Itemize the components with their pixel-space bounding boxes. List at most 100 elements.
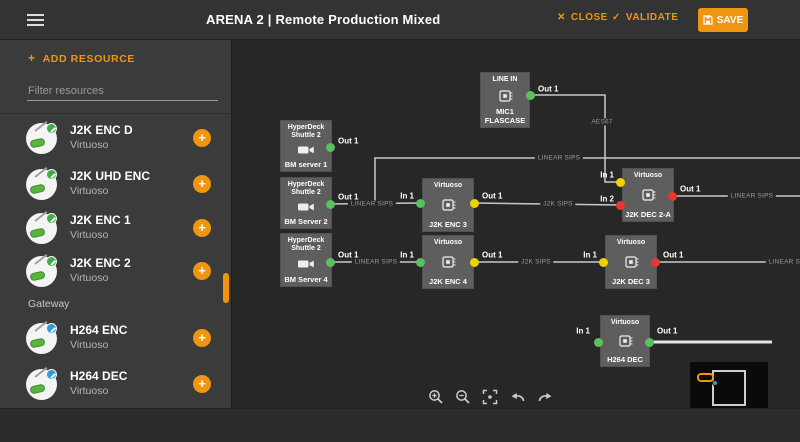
flow-canvas[interactable]: AES67 LINEAR SIPS LINEAR SIPS J2K SIPS L…	[232, 40, 800, 408]
node-bm-server-2[interactable]: HyperDeck Shuttle 2 BM Server 2	[280, 177, 332, 229]
node-bm-server-4[interactable]: HyperDeck Shuttle 2 BM Server 4	[280, 233, 332, 287]
status-badge-icon	[46, 256, 57, 267]
resource-item[interactable]: J2K ENC D Virtuoso +	[0, 118, 221, 162]
divider	[0, 113, 232, 114]
device-avatar	[26, 120, 57, 154]
resource-subtitle: Virtuoso	[70, 339, 109, 351]
resource-item[interactable]: J2K UHD ENC Virtuoso +	[0, 164, 221, 208]
node-bm-server-1[interactable]: HyperDeck Shuttle 2 BM server 1	[280, 120, 332, 172]
port-label: In 1	[600, 170, 614, 180]
port-label: Out 1	[338, 136, 359, 146]
chip-icon	[442, 199, 456, 211]
node-j2k-enc-3[interactable]: Virtuoso J2K ENC 3	[422, 178, 474, 232]
page-title: ARENA 2 | Remote Production Mixed	[206, 12, 441, 27]
node-h264-dec[interactable]: Virtuoso H264 DEC	[600, 315, 650, 367]
sidebar-scrollbar-thumb[interactable]	[223, 273, 229, 303]
fit-to-screen-button[interactable]	[482, 389, 498, 405]
close-button[interactable]: ✕ CLOSE	[557, 12, 608, 23]
node-name-label: J2K DEC 3	[612, 276, 650, 286]
close-icon: ✕	[557, 12, 566, 23]
resource-item[interactable]: H264 ENC Virtuoso +	[0, 318, 221, 362]
node-type-label: Virtuoso	[610, 319, 640, 326]
port-out-mic1[interactable]	[525, 90, 535, 100]
port-label: Out 1	[680, 184, 701, 194]
port-out-bm2[interactable]	[325, 199, 335, 209]
minimap-node-icon	[697, 373, 714, 382]
port-label: Out 1	[482, 250, 503, 260]
wire-label: LINEAR SIPS	[347, 200, 397, 208]
camera-icon	[298, 260, 314, 268]
port-in-enc4[interactable]	[415, 257, 425, 267]
wire-trunk-linear-sips	[374, 157, 800, 204]
resource-subtitle: Virtuoso	[70, 272, 109, 284]
node-j2k-enc-4[interactable]: Virtuoso J2K ENC 4	[422, 235, 474, 289]
port-out-enc3[interactable]	[469, 198, 479, 208]
resource-item[interactable]: J2K ENC 2 Virtuoso +	[0, 251, 221, 295]
port-in-dec3[interactable]	[598, 257, 608, 267]
node-type-label: LINE IN	[492, 76, 518, 83]
undo-button[interactable]	[509, 391, 526, 404]
minimap-viewport[interactable]	[712, 370, 746, 406]
add-to-canvas-button[interactable]: +	[193, 329, 211, 347]
wire-label: LINEAR SIPS	[351, 258, 401, 266]
zoom-out-button[interactable]	[455, 389, 471, 405]
zoom-in-button[interactable]	[428, 389, 444, 405]
redo-button[interactable]	[537, 391, 554, 404]
resource-name: H264 DEC	[70, 369, 128, 383]
status-bar: VIDEOIPATH Connect Panel Flow [ main ] 1…	[0, 408, 800, 442]
add-to-canvas-button[interactable]: +	[193, 262, 211, 280]
node-type-label: Virtuoso	[616, 239, 646, 246]
port-in1-dec2a[interactable]	[615, 177, 625, 187]
node-name-label: BM Server 2	[284, 216, 328, 226]
node-name-label: BM server 1	[284, 159, 328, 169]
port-out-bm4[interactable]	[325, 257, 335, 267]
canvas-toolbar	[428, 389, 554, 405]
status-badge-icon	[46, 123, 57, 134]
add-to-canvas-button[interactable]: +	[193, 175, 211, 193]
port-in-h264dec[interactable]	[593, 337, 603, 347]
device-avatar	[26, 166, 57, 200]
status-badge-icon	[46, 323, 57, 334]
port-out-bm1[interactable]	[325, 142, 335, 152]
wire-label: LINEAR SIPS	[765, 258, 800, 266]
add-resource-button[interactable]: + ADD RESOURCE	[28, 51, 135, 65]
wire-label: J2K SIPS	[518, 258, 554, 266]
port-out-h264dec[interactable]	[644, 337, 654, 347]
validate-button[interactable]: ✓ VALIDATE	[612, 12, 679, 23]
resource-item[interactable]: H264 DEC Virtuoso +	[0, 364, 221, 408]
node-j2k-dec-3[interactable]: Virtuoso J2K DEC 3	[605, 235, 657, 289]
port-label: Out 1	[538, 84, 559, 94]
chip-icon	[625, 256, 639, 268]
chip-icon	[499, 90, 513, 102]
add-to-canvas-button[interactable]: +	[193, 129, 211, 147]
add-to-canvas-button[interactable]: +	[193, 375, 211, 393]
node-j2k-dec-2a[interactable]: Virtuoso J2K DEC 2-A	[622, 168, 674, 222]
resource-item[interactable]: J2K ENC 1 Virtuoso +	[0, 208, 221, 252]
save-button[interactable]: SAVE	[698, 8, 748, 32]
port-in-enc3[interactable]	[415, 198, 425, 208]
node-name-label: J2K DEC 2-A	[625, 209, 671, 219]
node-type-label: HyperDeck Shuttle 2	[287, 181, 325, 197]
port-label: In 1	[583, 250, 597, 260]
resource-subtitle: Virtuoso	[70, 185, 109, 197]
resource-name: J2K UHD ENC	[70, 169, 151, 183]
resource-subtitle: Virtuoso	[70, 139, 109, 151]
port-out-dec3[interactable]	[650, 257, 660, 267]
port-out-enc4[interactable]	[469, 257, 479, 267]
filter-resources-input[interactable]	[27, 82, 218, 101]
camera-icon	[298, 203, 314, 211]
menu-icon[interactable]	[27, 14, 44, 26]
port-out-dec2a[interactable]	[667, 191, 677, 201]
section-label: Gateway	[28, 298, 70, 310]
add-to-canvas-button[interactable]: +	[193, 219, 211, 237]
minimap-dot-icon	[712, 380, 718, 386]
node-mic1-flascase[interactable]: LINE IN MIC1 FLASCASE	[480, 72, 530, 128]
chip-icon	[619, 335, 633, 347]
port-in2-dec2a[interactable]	[615, 200, 625, 210]
resource-name: J2K ENC 2	[70, 256, 131, 270]
device-avatar	[26, 366, 57, 400]
port-label: Out 1	[338, 250, 359, 260]
minimap[interactable]	[690, 362, 768, 408]
camera-icon	[298, 146, 314, 154]
port-label: In 1	[400, 250, 414, 260]
